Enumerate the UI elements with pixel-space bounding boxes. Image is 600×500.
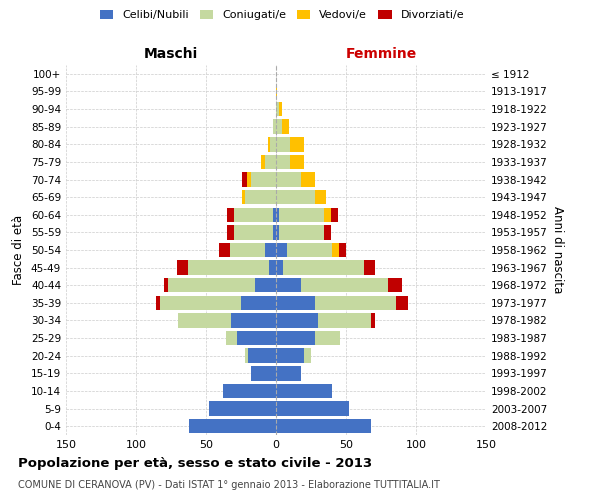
Bar (281, 120, 289, 134)
Bar (276, 243, 287, 257)
Bar (227, 225, 234, 240)
Bar (231, 314, 276, 328)
Bar (276, 102, 279, 117)
Bar (290, 137, 304, 152)
Bar (276, 348, 304, 363)
Text: Femmine: Femmine (346, 48, 416, 62)
Bar (276, 296, 315, 310)
Bar (160, 296, 241, 310)
Bar (397, 296, 407, 310)
Bar (230, 243, 265, 257)
Bar (279, 208, 323, 222)
Bar (301, 278, 388, 292)
Bar (226, 331, 237, 345)
Bar (245, 348, 248, 363)
Bar (279, 225, 323, 240)
Bar (218, 243, 230, 257)
Bar (265, 243, 276, 257)
Bar (251, 172, 276, 186)
Bar (251, 366, 276, 380)
Bar (364, 260, 376, 275)
Bar (276, 419, 371, 434)
Bar (260, 154, 265, 169)
Bar (315, 190, 326, 204)
Text: COMUNE DI CERANOVA (PV) - Dati ISTAT 1° gennaio 2013 - Elaborazione TUTTITALIA.I: COMUNE DI CERANOVA (PV) - Dati ISTAT 1° … (18, 480, 440, 490)
Bar (276, 331, 315, 345)
Y-axis label: Fasce di età: Fasce di età (13, 215, 25, 285)
Bar (245, 190, 276, 204)
Bar (276, 225, 279, 240)
Bar (323, 225, 331, 240)
Bar (276, 120, 281, 134)
Bar (318, 314, 371, 328)
Bar (227, 208, 234, 222)
Bar (323, 208, 331, 222)
Bar (273, 208, 276, 222)
Bar (301, 172, 315, 186)
Bar (276, 314, 318, 328)
Legend: Celibi/Nubili, Coniugati/e, Vedovi/e, Divorziati/e: Celibi/Nubili, Coniugati/e, Vedovi/e, Di… (95, 6, 469, 25)
Bar (276, 402, 349, 416)
Bar (178, 314, 231, 328)
Bar (276, 278, 301, 292)
Bar (209, 402, 276, 416)
Bar (176, 260, 188, 275)
Bar (276, 366, 301, 380)
Bar (371, 314, 376, 328)
Bar (189, 419, 276, 434)
Bar (331, 208, 338, 222)
Bar (315, 296, 397, 310)
Bar (276, 154, 290, 169)
Bar (255, 278, 276, 292)
Bar (168, 278, 255, 292)
Bar (304, 348, 311, 363)
Text: Maschi: Maschi (144, 48, 198, 62)
Bar (269, 260, 276, 275)
Bar (283, 260, 364, 275)
Bar (276, 384, 332, 398)
Bar (332, 243, 339, 257)
Bar (273, 225, 276, 240)
Bar (276, 137, 290, 152)
Y-axis label: Anni di nascita: Anni di nascita (551, 206, 564, 294)
Bar (276, 208, 279, 222)
Bar (164, 278, 168, 292)
Bar (241, 296, 276, 310)
Bar (315, 331, 340, 345)
Bar (247, 172, 251, 186)
Bar (339, 243, 346, 257)
Bar (273, 120, 276, 134)
Text: Popolazione per età, sesso e stato civile - 2013: Popolazione per età, sesso e stato civil… (18, 458, 372, 470)
Bar (248, 348, 276, 363)
Bar (279, 102, 281, 117)
Bar (234, 225, 273, 240)
Bar (276, 84, 277, 98)
Bar (271, 137, 276, 152)
Bar (188, 260, 269, 275)
Bar (237, 331, 276, 345)
Bar (155, 296, 160, 310)
Bar (276, 260, 283, 275)
Bar (242, 190, 245, 204)
Bar (234, 208, 273, 222)
Bar (290, 154, 304, 169)
Bar (242, 172, 247, 186)
Bar (276, 190, 315, 204)
Bar (268, 137, 271, 152)
Bar (276, 172, 301, 186)
Bar (265, 154, 276, 169)
Bar (388, 278, 402, 292)
Bar (223, 384, 276, 398)
Bar (287, 243, 332, 257)
